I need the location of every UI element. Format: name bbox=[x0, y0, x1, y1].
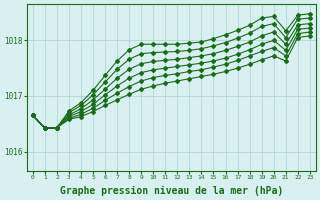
X-axis label: Graphe pression niveau de la mer (hPa): Graphe pression niveau de la mer (hPa) bbox=[60, 186, 283, 196]
